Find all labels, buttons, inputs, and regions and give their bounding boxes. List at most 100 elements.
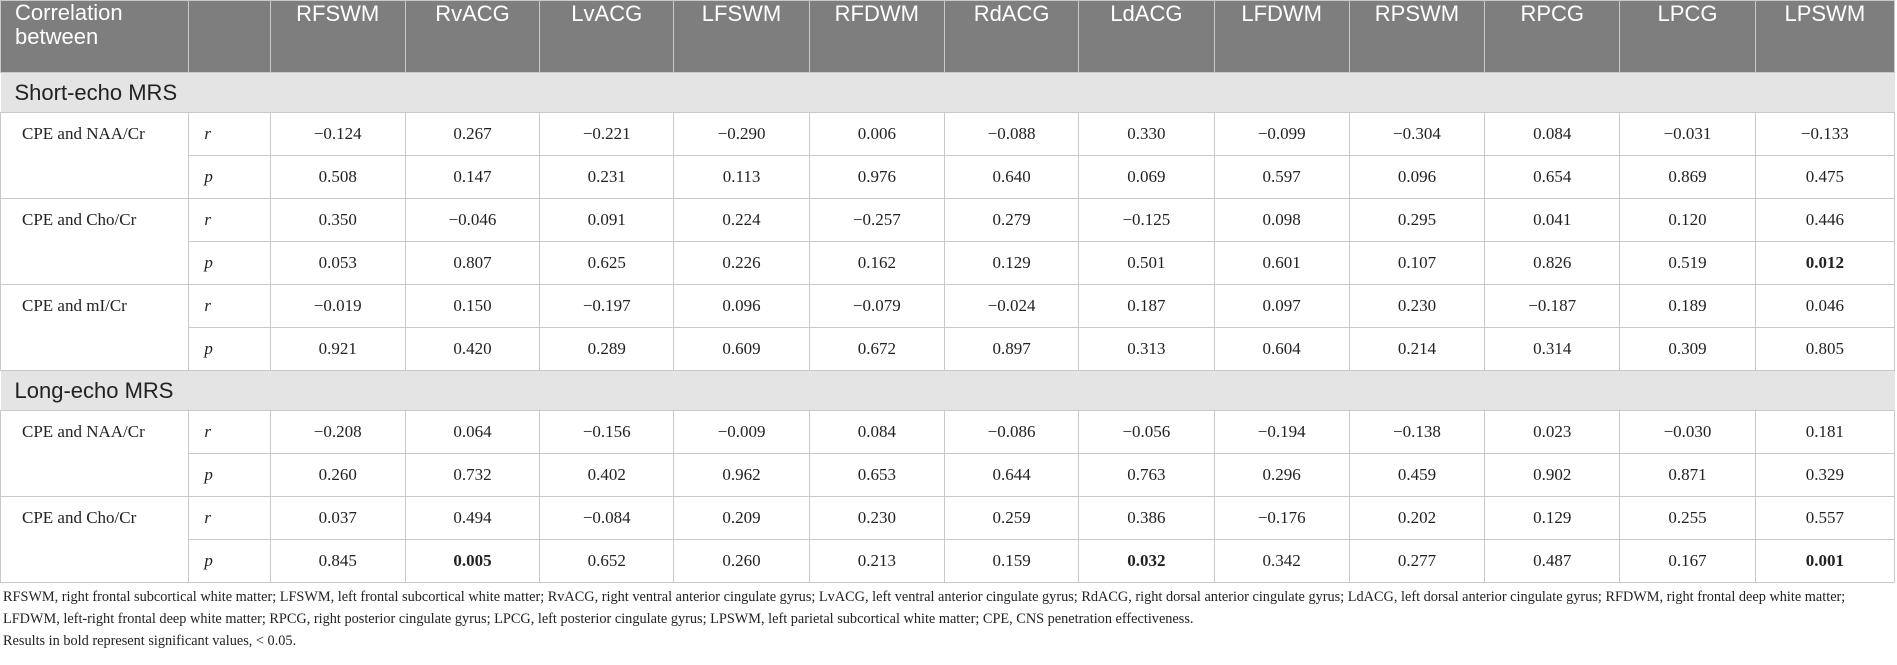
stat-label: p [188, 241, 271, 285]
table-cell: 0.046 [1754, 284, 1896, 328]
table-cell: −0.056 [1078, 410, 1215, 454]
correlation-table: Correlation between RFSWM RvACG LvACG LF… [0, 0, 1896, 583]
table-cell: 0.597 [1213, 155, 1350, 199]
table-cell: −0.194 [1213, 410, 1350, 454]
table-cell: 0.259 [943, 496, 1080, 540]
table-cell: 0.097 [1213, 284, 1350, 328]
header-col: RvACG [404, 0, 541, 73]
header-col: LFDWM [1213, 0, 1350, 73]
table-cell: 0.213 [808, 539, 945, 583]
table-cell: 0.277 [1348, 539, 1486, 583]
table-cell: 0.231 [539, 155, 675, 199]
header-col: LPSWM [1754, 0, 1896, 73]
table-cell: 0.279 [943, 198, 1080, 242]
table-cell: 0.230 [1348, 284, 1486, 328]
table-cell: 0.001 [1754, 539, 1896, 583]
table-cell: 0.255 [1619, 496, 1756, 540]
table-cell: −0.138 [1348, 410, 1486, 454]
table-cell: 0.446 [1754, 198, 1896, 242]
table-cell: 0.519 [1619, 241, 1756, 285]
table-cell: 0.601 [1213, 241, 1350, 285]
stat-label: r [188, 496, 271, 540]
table-row: p 0.508 0.147 0.231 0.113 0.976 0.640 0.069 0.59… [1, 155, 1896, 199]
table-cell: −0.099 [1213, 112, 1350, 156]
header-col: LvACG [539, 0, 675, 73]
table-cell: −0.304 [1348, 112, 1486, 156]
table-cell: −0.030 [1619, 410, 1756, 454]
stat-label: p [188, 327, 271, 371]
header-col: LPCG [1619, 0, 1756, 73]
table-cell: 0.420 [404, 327, 541, 371]
table-cell: 0.147 [404, 155, 541, 199]
table-cell: 0.763 [1078, 453, 1215, 497]
table-cell: 0.897 [943, 327, 1080, 371]
table-cell: 0.289 [539, 327, 675, 371]
stat-label: r [188, 112, 271, 156]
table-cell: 0.805 [1754, 327, 1896, 371]
header-col: RPSWM [1348, 0, 1486, 73]
stat-label: r [188, 284, 271, 328]
table-cell: 0.096 [1348, 155, 1486, 199]
table-cell: −0.187 [1484, 284, 1621, 328]
header-first-col: Correlation between [0, 0, 190, 73]
table-cell: 0.826 [1484, 241, 1621, 285]
section-title: Short-echo MRS [0, 72, 1895, 113]
table-cell: −0.176 [1213, 496, 1350, 540]
table-cell: 0.113 [673, 155, 810, 199]
table-cell: 0.098 [1213, 198, 1350, 242]
table-cell: 0.129 [943, 241, 1080, 285]
table-cell: 0.041 [1484, 198, 1621, 242]
table-cell: −0.079 [808, 284, 945, 328]
table-cell: −0.031 [1619, 112, 1756, 156]
table-cell: 0.224 [673, 198, 810, 242]
table-cell: 0.654 [1484, 155, 1621, 199]
table-row: CPE and NAA/Cr r −0.208 0.064 −0.156 −0.009 0.… [0, 410, 1896, 497]
table-cell: 0.159 [943, 539, 1080, 583]
section-row: Short-echo MRS [0, 72, 1895, 113]
table-cell: 0.329 [1754, 453, 1896, 497]
table-cell: 0.129 [1484, 496, 1621, 540]
table-row: CPE and Cho/Cr r 0.037 0.494 −0.084 0.209 0.23… [0, 496, 1896, 583]
table-cell: 0.309 [1619, 327, 1756, 371]
table-cell: 0.494 [404, 496, 541, 540]
stat-label: p [188, 155, 271, 199]
table-cell: −0.290 [673, 112, 810, 156]
table-row: p 0.260 0.732 0.402 0.962 0.653 0.644 0.763 0.29… [1, 453, 1896, 497]
table-cell: 0.487 [1484, 539, 1621, 583]
row-label: CPE and NAA/Cr [0, 112, 190, 199]
table-cell: 0.342 [1213, 539, 1350, 583]
stat-label: p [188, 539, 271, 583]
table-cell: 0.871 [1619, 453, 1756, 497]
table-row: p 0.053 0.807 0.625 0.226 0.162 0.129 0.501 0.60… [1, 241, 1896, 285]
table-cell: 0.350 [269, 198, 406, 242]
table-cell: 0.120 [1619, 198, 1756, 242]
table-cell: 0.644 [943, 453, 1080, 497]
header-col: LFSWM [673, 0, 810, 73]
table-cell: 0.402 [539, 453, 675, 497]
table-cell: 0.921 [269, 327, 406, 371]
table-cell: 0.296 [1213, 453, 1350, 497]
table-cell: 0.475 [1754, 155, 1896, 199]
table-cell: 0.604 [1213, 327, 1350, 371]
table-cell: 0.209 [673, 496, 810, 540]
table-cell: −0.257 [808, 198, 945, 242]
table-cell: 0.084 [1484, 112, 1621, 156]
table-cell: −0.208 [269, 410, 406, 454]
section-row: Long-echo MRS [0, 370, 1895, 411]
significance-note: Results in bold represent significant va… [3, 633, 297, 649]
table-cell: 0.181 [1754, 410, 1896, 454]
table-cell: 0.084 [808, 410, 945, 454]
table-cell: 0.807 [404, 241, 541, 285]
table-cell: 0.150 [404, 284, 541, 328]
table-cell: 0.672 [808, 327, 945, 371]
table-cell: 0.226 [673, 241, 810, 285]
table-cell: 0.023 [1484, 410, 1621, 454]
table-cell: 0.732 [404, 453, 541, 497]
table-cell: −0.088 [943, 112, 1080, 156]
table-cell: 0.260 [269, 453, 406, 497]
table-cell: −0.019 [269, 284, 406, 328]
table-cell: 0.187 [1078, 284, 1215, 328]
table-cell: 0.053 [269, 241, 406, 285]
table-cell: 0.005 [404, 539, 541, 583]
table-cell: 0.006 [808, 112, 945, 156]
